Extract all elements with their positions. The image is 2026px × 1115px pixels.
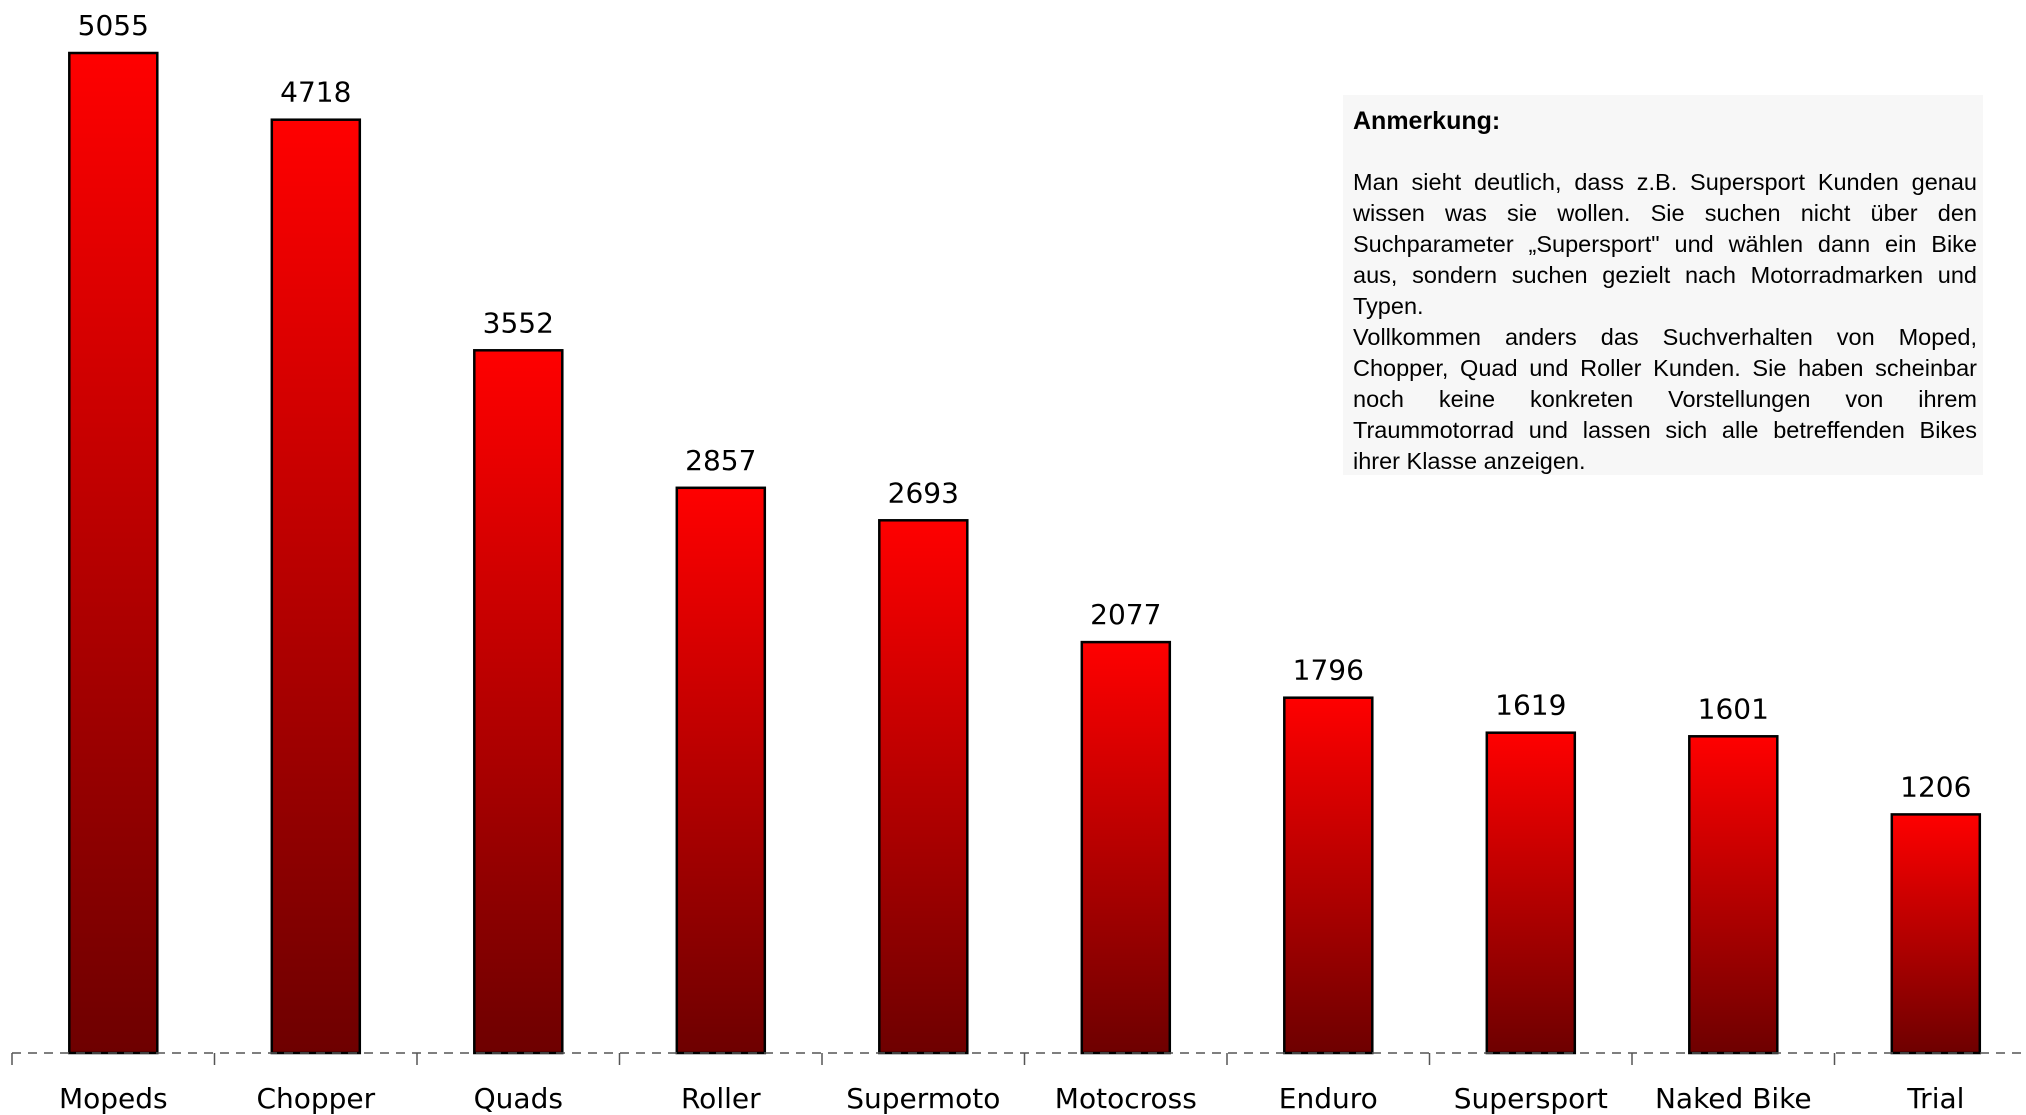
bar-naked-bike [1688, 735, 1779, 1055]
bar-motocross [1080, 640, 1172, 1055]
x-tick-label: Trial [1906, 1082, 1964, 1115]
data-label: 1601 [1698, 692, 1769, 725]
x-tick-label: Enduro [1279, 1082, 1378, 1115]
annotation-paragraph-2: Vollkommen anders das Suchverhalten von … [1353, 324, 1977, 474]
data-label: 5055 [78, 9, 149, 42]
x-tick-label: Mopeds [59, 1082, 168, 1115]
bar-roller [675, 486, 767, 1055]
data-label: 2077 [1090, 598, 1161, 631]
data-label: 1796 [1293, 654, 1364, 687]
data-label: 1619 [1495, 689, 1566, 722]
x-tick-labels: Mopeds Chopper Quads Roller Supermoto Motocro… [59, 1082, 1964, 1115]
x-tick-label: Motocross [1055, 1082, 1197, 1115]
bar-chopper [270, 118, 362, 1055]
data-label: 2857 [685, 444, 756, 477]
x-tick-label: Supermoto [846, 1082, 1000, 1115]
bar-quads [473, 349, 564, 1055]
annotation-body: Man sieht deutlich, dass z.B. Supersport… [1353, 167, 1977, 477]
data-label: 3552 [483, 306, 554, 339]
annotation-paragraph-1: Man sieht deutlich, dass z.B. Supersport… [1353, 169, 1977, 319]
bar-enduro [1283, 696, 1374, 1055]
x-tick-label: Roller [681, 1082, 761, 1115]
x-axis [11, 1052, 2026, 1065]
x-tick-label: Supersport [1454, 1082, 1608, 1115]
data-label: 2693 [888, 476, 959, 509]
bar-trial [1890, 813, 1982, 1055]
data-label: 1206 [1900, 770, 1971, 803]
annotation-title: Anmerkung: [1353, 107, 1501, 135]
bar-supermoto [878, 519, 969, 1055]
annotation-box: Anmerkung: Man sieht deutlich, dass z.B.… [1343, 95, 1983, 475]
x-tick-label: Naked Bike [1655, 1082, 1812, 1115]
bar-series: 5055 4718 3552 2857 2693 2077 1796 1619 1601 1206 [68, 9, 1982, 1055]
x-tick-label: Quads [474, 1082, 563, 1115]
data-label: 4718 [280, 76, 351, 109]
bar-mopeds [68, 51, 159, 1055]
bar-supersport [1485, 731, 1577, 1055]
x-tick-label: Chopper [256, 1082, 375, 1115]
